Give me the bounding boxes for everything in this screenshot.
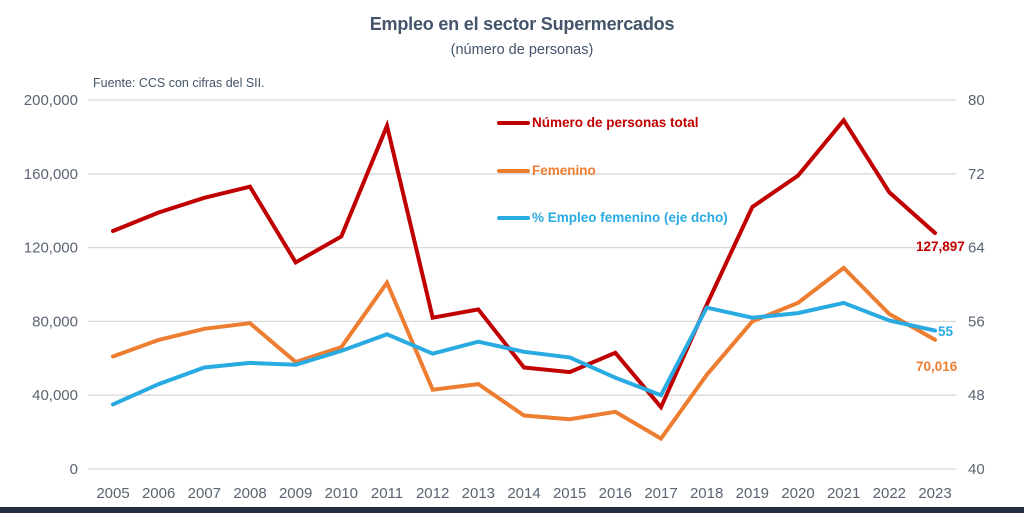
svg-text:2005: 2005 <box>96 485 129 502</box>
legend-item-femenino: Femenino <box>497 163 596 178</box>
bottom-bar <box>0 507 1024 513</box>
legend-line-icon <box>497 120 530 125</box>
legend-label-femenino: Femenino <box>532 163 596 178</box>
legend-label-pct-femenino: % Empleo femenino (eje dcho) <box>532 210 728 225</box>
svg-text:200,000: 200,000 <box>24 92 78 109</box>
legend-item-total: Número de personas total <box>497 115 699 130</box>
svg-text:2020: 2020 <box>781 485 814 502</box>
source-note: Fuente: CCS con cifras del SII. <box>93 76 265 90</box>
legend-item-pct-femenino: % Empleo femenino (eje dcho) <box>497 210 728 225</box>
svg-text:2019: 2019 <box>736 485 769 502</box>
svg-text:2010: 2010 <box>325 485 358 502</box>
svg-text:2011: 2011 <box>371 485 403 502</box>
svg-text:2022: 2022 <box>873 485 906 502</box>
svg-text:48: 48 <box>968 387 985 404</box>
svg-text:2012: 2012 <box>416 485 449 502</box>
svg-text:80: 80 <box>968 92 985 109</box>
legend-line-icon <box>497 168 530 173</box>
svg-text:2008: 2008 <box>233 485 266 502</box>
svg-text:0: 0 <box>70 461 78 478</box>
end-label-total: 127,897 <box>916 239 965 254</box>
legend-label-total: Número de personas total <box>532 115 699 130</box>
svg-text:2018: 2018 <box>690 485 723 502</box>
svg-text:2009: 2009 <box>279 485 312 502</box>
svg-text:2007: 2007 <box>188 485 221 502</box>
chart-subtitle: (número de personas) <box>450 42 594 58</box>
svg-text:2014: 2014 <box>507 485 540 502</box>
svg-text:2015: 2015 <box>553 485 586 502</box>
svg-text:40,000: 40,000 <box>32 387 78 404</box>
svg-text:56: 56 <box>968 313 985 330</box>
svg-text:160,000: 160,000 <box>24 166 78 183</box>
legend-line-icon <box>497 215 530 220</box>
svg-text:120,000: 120,000 <box>24 240 78 257</box>
svg-text:2017: 2017 <box>644 485 677 502</box>
chart-title: Empleo en el sector Supermercados <box>369 14 675 34</box>
svg-text:2013: 2013 <box>462 485 495 502</box>
svg-text:2021: 2021 <box>827 485 860 502</box>
svg-text:64: 64 <box>968 240 985 257</box>
svg-text:2006: 2006 <box>142 485 175 502</box>
svg-text:2023: 2023 <box>918 485 951 502</box>
svg-text:2016: 2016 <box>599 485 632 502</box>
svg-text:72: 72 <box>968 166 985 183</box>
end-label-femenino: 70,016 <box>916 359 958 374</box>
svg-text:40: 40 <box>968 461 985 478</box>
svg-text:80,000: 80,000 <box>32 313 78 330</box>
end-label-pct-femenino: 55 <box>938 324 954 339</box>
